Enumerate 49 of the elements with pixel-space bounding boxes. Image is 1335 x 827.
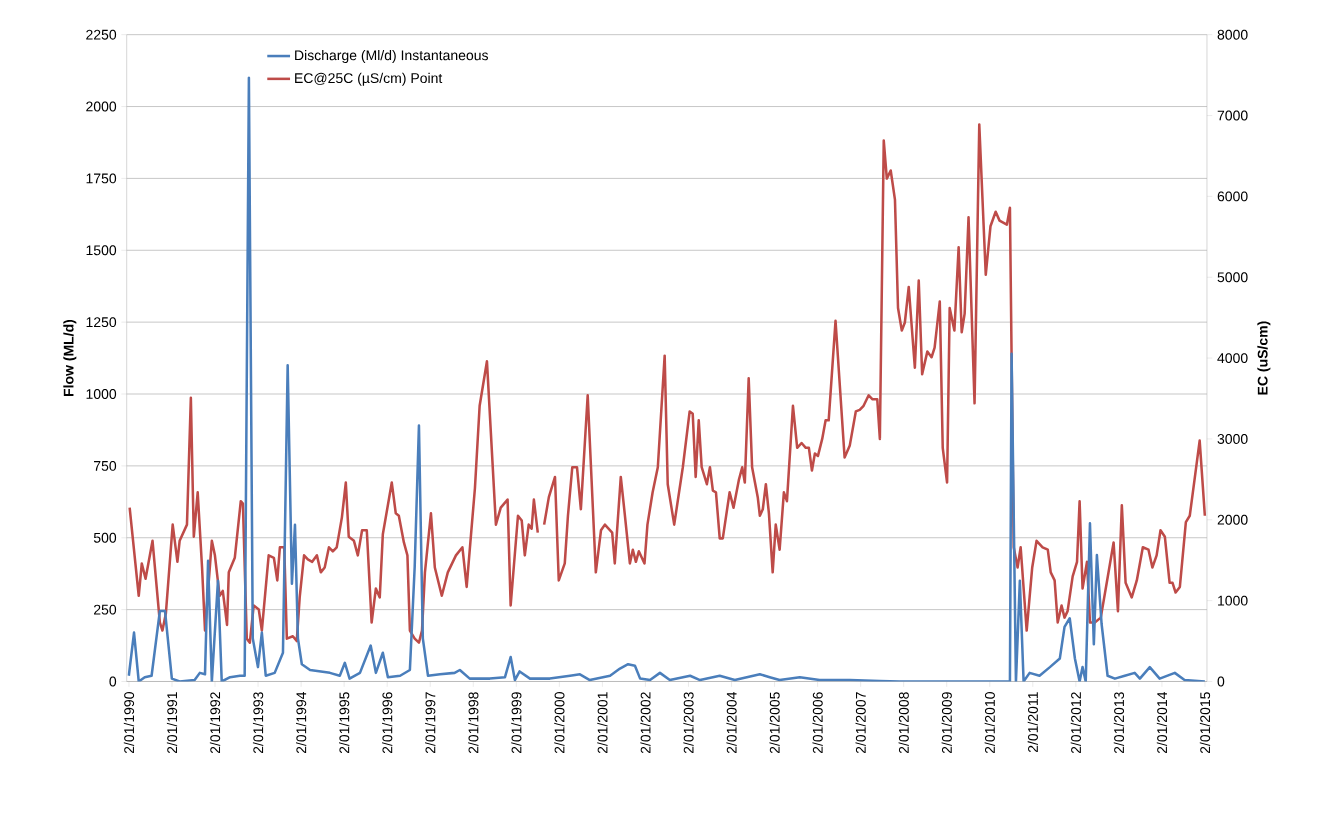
x-tick-label: 2/01/2003: [683, 692, 694, 754]
x-tick-label: 2/01/1995: [339, 692, 350, 754]
y2-tick-label: 1000: [1218, 595, 1248, 606]
x-tick-label: 2/01/2004: [726, 692, 737, 754]
x-tick-label: 2/01/2006: [812, 692, 823, 754]
x-tick-label: 2/01/1997: [425, 692, 436, 754]
x-tick-label: 2/01/2007: [855, 692, 866, 754]
legend-label: EC@25C (µS/cm) Point: [295, 72, 443, 86]
x-tick-label: 2/01/2008: [898, 692, 909, 754]
x-tick-label: 2/01/2002: [640, 692, 651, 754]
x-tick-label: 2/01/1990: [123, 692, 135, 754]
x-tick-label: 2/01/2014: [1156, 692, 1168, 754]
x-tick-label: 2/01/2000: [554, 692, 565, 754]
y-tick-label: 750: [94, 461, 117, 471]
y-tick-label: 0: [109, 676, 117, 687]
y-tick-label: 2000: [86, 101, 117, 112]
y2-axis-title: EC (uS/cm): [1257, 321, 1271, 395]
y-tick-label: 1250: [86, 317, 117, 328]
y-tick-label: 500: [93, 532, 117, 543]
y-tick-label: 250: [94, 604, 117, 615]
x-tick-label: 2/01/2009: [941, 692, 952, 754]
y2-tick-label: 8000: [1217, 29, 1248, 40]
y-tick-label: 1500: [86, 245, 117, 256]
y2-tick-label: 3000: [1217, 434, 1248, 444]
y2-tick-label: 4000: [1217, 353, 1248, 364]
y-axis-title: Flow (ML/d): [63, 319, 77, 397]
y2-tick-label: 6000: [1217, 191, 1248, 202]
y2-tick-label: 0: [1217, 676, 1225, 687]
x-tick-label: 2/01/1993: [252, 692, 264, 754]
y-tick-label: 2250: [86, 29, 117, 40]
x-tick-label: 2/01/2005: [769, 692, 780, 754]
y2-tick-label: 2000: [1217, 514, 1248, 525]
y-tick-label: 1000: [86, 389, 117, 400]
x-tick-label: 2/01/2015: [1199, 692, 1211, 754]
x-tick-label: 2/01/2001: [597, 692, 608, 754]
x-tick-label: 2/01/1999: [511, 692, 522, 754]
x-tick-label: 2/01/1998: [468, 692, 479, 754]
x-tick-label: 2/01/2011: [1027, 692, 1038, 753]
x-tick-label: 2/01/2012: [1070, 692, 1081, 754]
y2-tick-label: 5000: [1217, 272, 1248, 283]
y2-tick-label: 7000: [1217, 110, 1248, 121]
x-tick-label: 2/01/1996: [382, 692, 393, 754]
legend-label: Discharge (Ml/d) Instantaneous: [295, 50, 489, 64]
x-tick-label: 2/01/2010: [984, 692, 995, 754]
x-tick-label: 2/01/1994: [295, 692, 307, 754]
y-tick-label: 1750: [86, 173, 117, 184]
x-tick-label: 2/01/1991: [166, 692, 178, 754]
x-tick-label: 2/01/1992: [209, 692, 221, 754]
x-tick-label: 2/01/2013: [1113, 692, 1125, 754]
